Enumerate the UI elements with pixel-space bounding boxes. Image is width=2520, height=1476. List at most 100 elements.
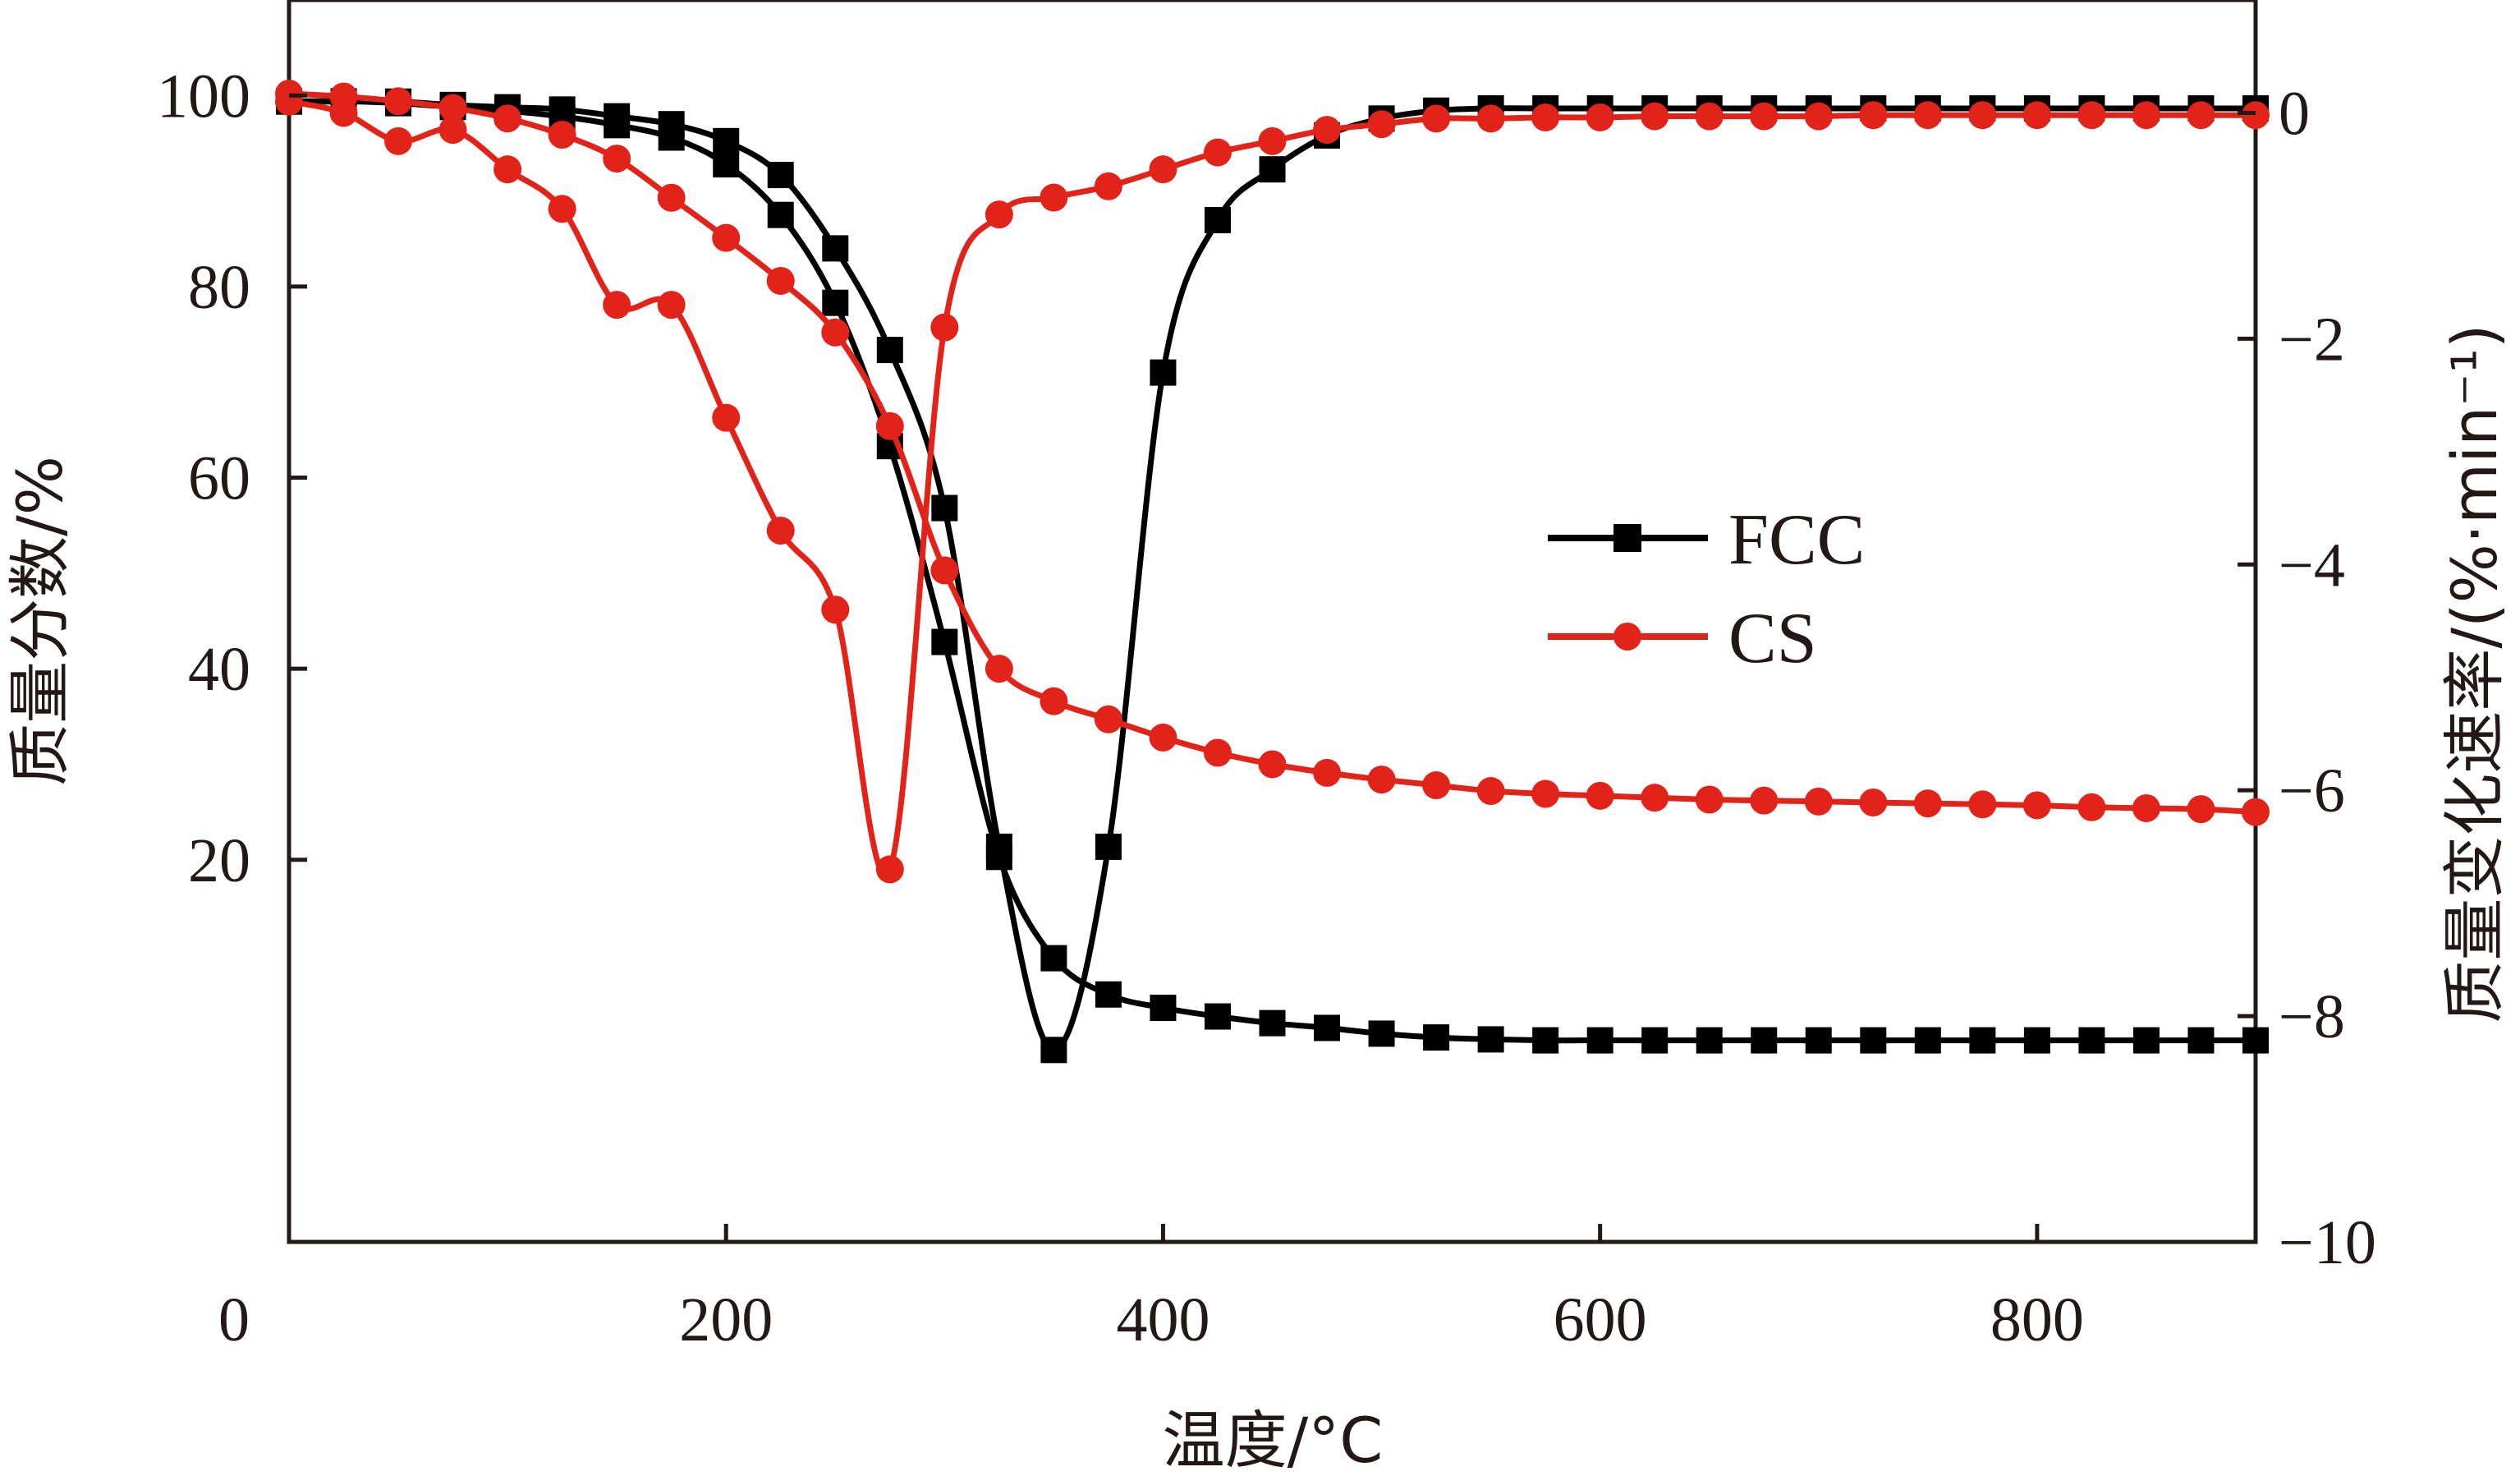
series-layer xyxy=(275,79,2270,1064)
data-point xyxy=(1913,101,1942,130)
data-point xyxy=(2077,101,2106,130)
y-right-tick-label: 0 xyxy=(2279,79,2310,148)
y-left-axis-title: 质量分数/% xyxy=(3,456,76,786)
data-point xyxy=(438,116,467,145)
data-point xyxy=(1203,738,1232,767)
data-point xyxy=(985,200,1013,229)
data-point xyxy=(931,628,958,655)
legend-label-fcc: FCC xyxy=(1728,500,1865,580)
data-point xyxy=(1750,102,1779,131)
y-left-tick-label: 100 xyxy=(157,62,250,131)
data-point xyxy=(603,145,631,173)
data-point xyxy=(1586,1027,1613,1054)
data-point xyxy=(1641,784,1669,812)
data-point xyxy=(1040,687,1068,715)
data-point xyxy=(1367,110,1396,139)
data-point xyxy=(1586,103,1614,131)
series-cs-right xyxy=(275,87,2270,884)
data-point xyxy=(493,104,522,133)
legend-label-cs: CS xyxy=(1728,599,1817,678)
data-point xyxy=(985,833,1012,860)
data-point xyxy=(1422,771,1451,800)
data-point xyxy=(438,94,467,122)
data-point xyxy=(1313,116,1342,145)
data-point xyxy=(1095,833,1122,860)
y-left-tick-label: 20 xyxy=(188,826,250,895)
data-point xyxy=(1095,981,1122,1008)
data-point xyxy=(1259,1009,1286,1037)
data-point xyxy=(766,517,795,545)
data-point xyxy=(1476,777,1505,806)
data-point xyxy=(1751,1027,1778,1054)
data-point xyxy=(1804,787,1833,816)
data-point xyxy=(876,337,903,364)
data-point xyxy=(1258,750,1287,779)
data-point xyxy=(2077,793,2106,821)
data-point xyxy=(657,183,686,212)
data-point xyxy=(875,855,904,884)
y-right-tick-label: −2 xyxy=(2279,305,2345,374)
data-point xyxy=(1150,995,1177,1022)
data-point xyxy=(2023,1027,2050,1054)
data-point xyxy=(1805,1027,1832,1054)
data-point xyxy=(1696,1027,1723,1054)
data-point xyxy=(1368,1020,1395,1047)
data-point xyxy=(2132,101,2160,130)
data-point xyxy=(1695,102,1724,131)
series-line xyxy=(288,90,2256,816)
y-right-tick-label: −4 xyxy=(2279,531,2345,600)
data-point xyxy=(1969,1027,1996,1054)
data-point xyxy=(1804,102,1833,131)
data-point xyxy=(1859,788,1888,816)
data-point xyxy=(1313,758,1342,787)
data-point xyxy=(1314,1014,1341,1041)
data-point xyxy=(2132,1027,2160,1054)
data-point xyxy=(712,403,741,432)
data-point xyxy=(1094,172,1122,200)
data-point xyxy=(875,412,904,440)
data-point xyxy=(2242,798,2270,826)
data-point xyxy=(1586,781,1614,810)
data-point xyxy=(493,155,522,184)
x-tick-label: 200 xyxy=(679,1285,773,1354)
data-point xyxy=(658,111,685,138)
data-point xyxy=(985,655,1013,683)
data-point xyxy=(821,318,850,347)
data-point xyxy=(2242,101,2270,130)
y-right-axis-title: 质量变化速率/(%·min⁻¹) xyxy=(2438,324,2511,1023)
data-point xyxy=(1477,1026,1504,1053)
legend: FCC CS xyxy=(1548,500,1865,678)
data-point xyxy=(1531,103,1560,131)
y-left-tick-label: 80 xyxy=(188,253,250,322)
data-point xyxy=(1150,359,1177,386)
data-point xyxy=(329,99,358,127)
data-point xyxy=(2187,795,2215,824)
legend-marker-fcc xyxy=(1613,524,1641,552)
data-point xyxy=(2022,791,2051,820)
data-point xyxy=(384,87,413,116)
data-point xyxy=(766,266,795,295)
data-point xyxy=(713,127,740,154)
x-axis-title: 温度/°C xyxy=(1163,1404,1384,1476)
x-tick-label: 400 xyxy=(1116,1285,1210,1354)
data-point xyxy=(1040,1037,1067,1064)
data-point xyxy=(1531,779,1560,808)
data-point xyxy=(1860,1027,1887,1054)
y-right-tick-label: −6 xyxy=(2279,756,2345,825)
data-point xyxy=(2078,1027,2105,1054)
data-point xyxy=(931,494,958,522)
legend-marker-cs xyxy=(1613,623,1641,651)
data-point xyxy=(2187,101,2215,130)
data-point xyxy=(1040,183,1068,212)
data-point xyxy=(275,87,303,116)
data-point xyxy=(657,291,686,320)
data-point xyxy=(604,103,631,130)
x-tick-label: 800 xyxy=(1990,1285,2084,1354)
plot-frame xyxy=(287,0,2258,1244)
data-point xyxy=(1532,1027,1559,1054)
data-point xyxy=(2187,1027,2215,1054)
data-point xyxy=(1859,101,1888,130)
data-point xyxy=(1423,1024,1450,1051)
data-point xyxy=(1258,126,1287,155)
